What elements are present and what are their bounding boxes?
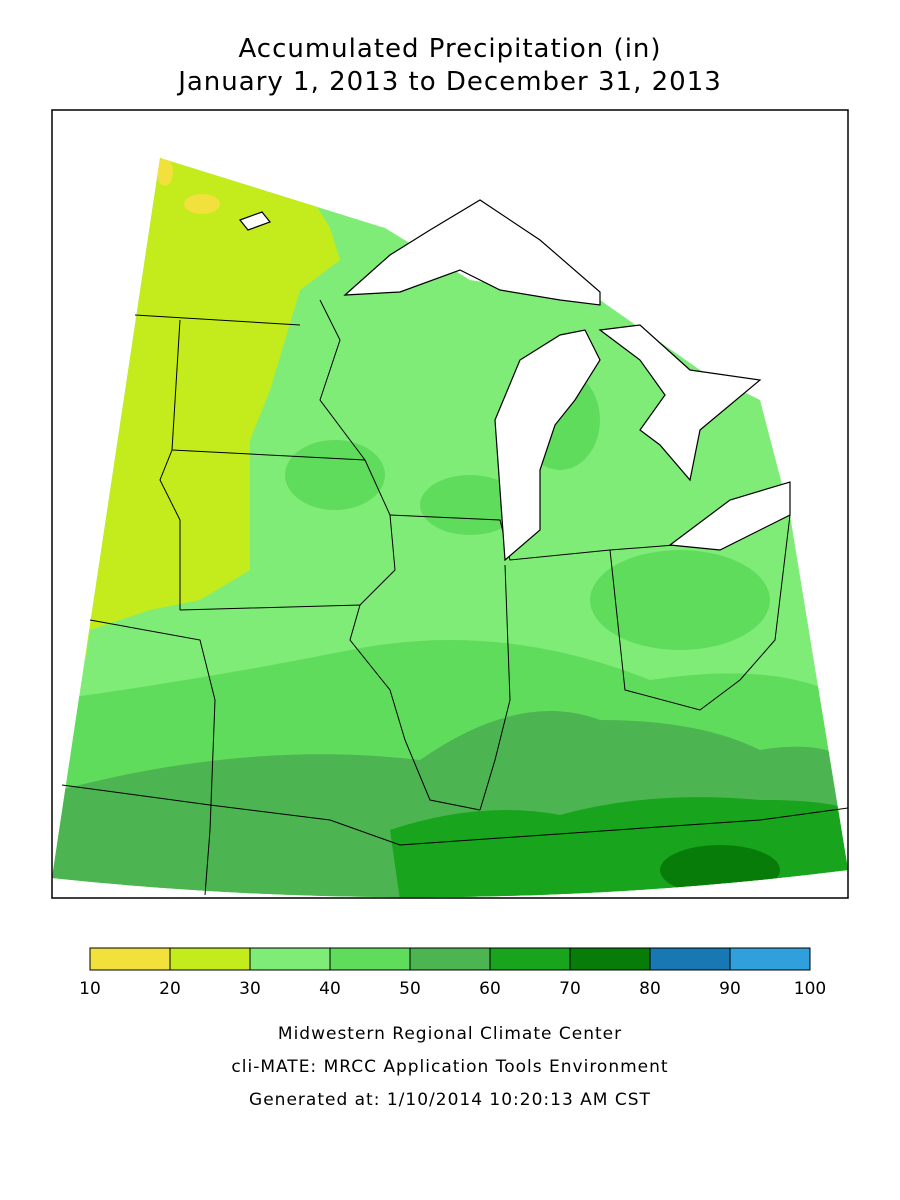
legend-swatch — [649, 947, 731, 971]
legend-tick-label: 100 — [794, 979, 826, 999]
legend: 10 20 30 40 50 60 70 80 90 100 — [79, 947, 826, 999]
legend-swatch — [329, 947, 411, 971]
footer-line: Generated at: 1/10/2014 10:20:13 AM CST — [249, 1090, 651, 1110]
legend-tick-label: 10 — [79, 979, 101, 999]
legend-tick-label: 90 — [719, 979, 741, 999]
map-frame — [51, 109, 849, 899]
legend-swatch — [569, 947, 651, 971]
footer-line: Midwestern Regional Climate Center — [278, 1024, 622, 1044]
title: Accumulated Precipitation (in) — [238, 34, 661, 64]
footer: Midwestern Regional Climate Center cli-MA… — [231, 1024, 668, 1110]
borders — [61, 299, 849, 896]
lakes — [239, 199, 791, 562]
legend-swatch — [169, 947, 251, 971]
footer-line: cli-MATE: MRCC Application Tools Environ… — [231, 1057, 668, 1077]
legend-tick-label: 40 — [319, 979, 341, 999]
legend-swatch — [409, 947, 491, 971]
legend-tick-label: 50 — [399, 979, 421, 999]
legend-tick-label: 80 — [639, 979, 661, 999]
legend-tick-label: 30 — [239, 979, 261, 999]
legend-swatch — [89, 947, 171, 971]
legend-swatch — [729, 947, 811, 971]
legend-tick-label: 70 — [559, 979, 581, 999]
legend-swatch — [249, 947, 331, 971]
legend-swatch — [489, 947, 571, 971]
legend-tick-label: 60 — [479, 979, 501, 999]
subtitle: January 1, 2013 to December 31, 2013 — [176, 67, 722, 97]
legend-tick-label: 20 — [159, 979, 181, 999]
